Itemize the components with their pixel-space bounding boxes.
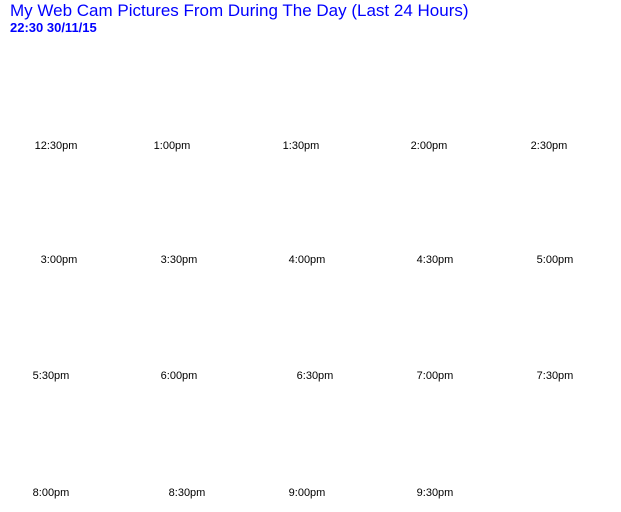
picture-caption: 5:30pm bbox=[32, 370, 70, 382]
picture-caption: 9:30pm bbox=[416, 487, 454, 499]
picture-caption: 7:30pm bbox=[536, 370, 574, 382]
picture-caption: 6:00pm bbox=[160, 370, 198, 382]
picture-caption: 1:00pm bbox=[153, 140, 191, 152]
picture-caption: 12:30pm bbox=[34, 140, 78, 152]
picture-caption: 5:00pm bbox=[536, 254, 574, 266]
picture-caption: 4:00pm bbox=[288, 254, 326, 266]
picture-caption: 9:00pm bbox=[288, 487, 326, 499]
picture-caption: 8:00pm bbox=[32, 487, 70, 499]
picture-caption: 3:30pm bbox=[160, 254, 198, 266]
picture-caption: 7:00pm bbox=[416, 370, 454, 382]
picture-caption: 4:30pm bbox=[416, 254, 454, 266]
last-updated-timestamp: 22:30 30/11/15 bbox=[10, 20, 97, 35]
picture-caption: 6:30pm bbox=[296, 370, 334, 382]
picture-caption: 2:00pm bbox=[410, 140, 448, 152]
page-title: My Web Cam Pictures From During The Day … bbox=[10, 1, 469, 20]
picture-caption: 1:30pm bbox=[282, 140, 320, 152]
picture-caption: 3:00pm bbox=[40, 254, 78, 266]
picture-caption: 2:30pm bbox=[530, 140, 568, 152]
picture-caption: 8:30pm bbox=[168, 487, 206, 499]
